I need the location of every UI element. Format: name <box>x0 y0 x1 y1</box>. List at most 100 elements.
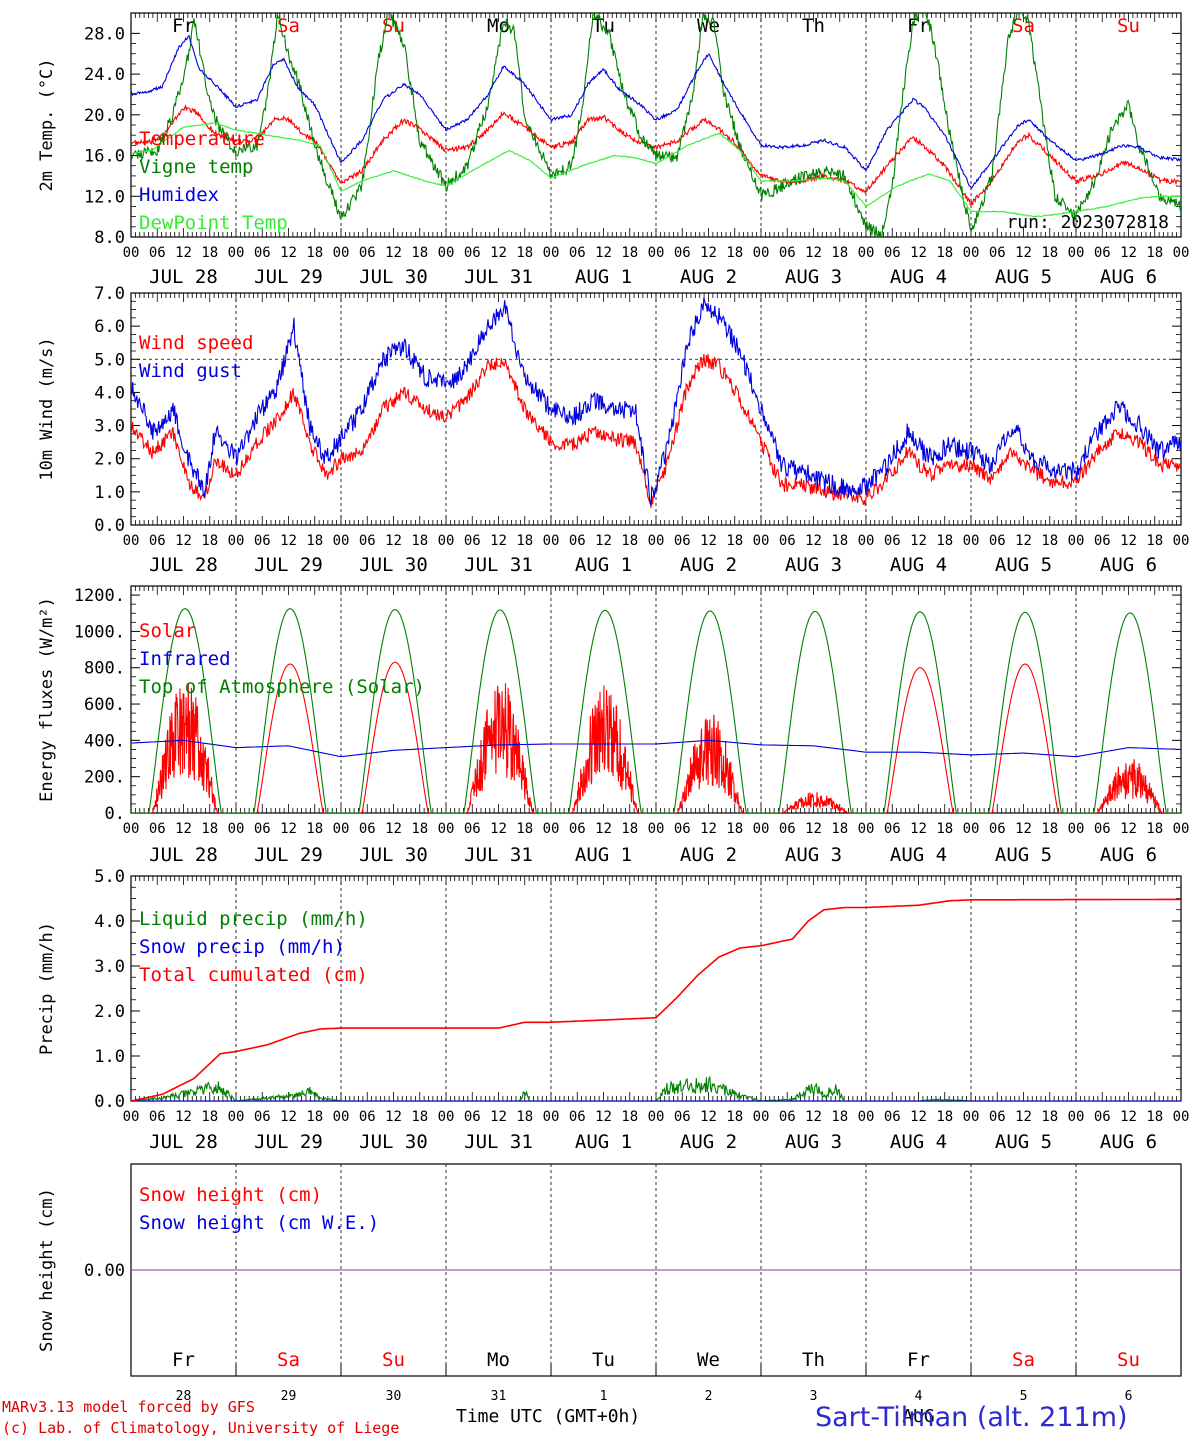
day-label: JUL 29 <box>254 554 323 576</box>
hour-tick-label: 18 <box>726 245 743 261</box>
day-label: JUL 29 <box>254 844 323 866</box>
hour-tick-label: 12 <box>910 245 927 261</box>
hour-tick-label: 00 <box>1068 533 1085 549</box>
y-tick-label: 600. <box>84 695 125 715</box>
hour-tick-label: 06 <box>779 821 796 837</box>
hour-tick-label: 06 <box>1094 245 1111 261</box>
hour-tick-label: 18 <box>831 245 848 261</box>
hour-tick-label: 06 <box>674 245 691 261</box>
hour-tick-label: 00 <box>753 533 770 549</box>
hour-tick-label: 06 <box>1094 821 1111 837</box>
hour-tick-label: 12 <box>175 1109 192 1125</box>
legend-entry: DewPoint Temp <box>139 212 288 234</box>
hour-tick-label: 12 <box>700 821 717 837</box>
hour-tick-label: 12 <box>1120 821 1137 837</box>
panel-precip: 0.0 1.0 2.0 3.0 4.0 5.0 Precip (mm/h) 00 06 12 18 0… <box>37 867 1189 1153</box>
day-label: AUG 3 <box>785 554 842 576</box>
hour-tick-label: 18 <box>516 533 533 549</box>
hour-tick-label: 00 <box>228 533 245 549</box>
hour-tick-label: 00 <box>858 821 875 837</box>
hour-tick-label: 00 <box>1173 821 1190 837</box>
series-line-liquid-precip-mm-h- <box>131 1075 1181 1101</box>
model-credit-line1: MARv3.13 model forced by GFS <box>2 1398 255 1416</box>
hour-tick-label: 18 <box>516 821 533 837</box>
day-number: 28 <box>176 1389 192 1404</box>
hour-tick-label: 12 <box>175 533 192 549</box>
hour-tick-label: 06 <box>569 245 586 261</box>
hour-tick-label: 12 <box>1015 1109 1032 1125</box>
y-tick-label: 1200. <box>74 586 125 606</box>
hour-tick-label: 18 <box>831 533 848 549</box>
hour-tick-label: 00 <box>228 245 245 261</box>
hour-tick-label: 18 <box>936 1109 953 1125</box>
hour-tick-label: 06 <box>464 245 481 261</box>
hour-tick-label: 18 <box>306 1109 323 1125</box>
hour-tick-label: 00 <box>753 245 770 261</box>
day-label: AUG 2 <box>680 266 737 288</box>
hour-tick-label: 18 <box>831 1109 848 1125</box>
weekday-name: Su <box>382 1349 405 1371</box>
day-label: JUL 28 <box>149 1131 218 1153</box>
hour-tick-label: 06 <box>779 245 796 261</box>
y-tick-label: 5.0 <box>94 867 125 887</box>
hour-tick-label: 00 <box>333 821 350 837</box>
hour-tick-label: 12 <box>1015 821 1032 837</box>
series-group <box>131 898 1181 1101</box>
hour-tick-label: 00 <box>1068 245 1085 261</box>
day-label: AUG 5 <box>995 554 1052 576</box>
panel-temperature: 8.0 12.0 16.0 20.0 24.0 28.0 2m Temp. (°C) 00 06… <box>37 12 1189 288</box>
hour-tick-label: 06 <box>359 1109 376 1125</box>
hour-tick-label: 00 <box>438 1109 455 1125</box>
hour-tick-label: 06 <box>149 245 166 261</box>
day-label: JUL 29 <box>254 1131 323 1153</box>
hour-tick-label: 12 <box>385 1109 402 1125</box>
hour-tick-label: 06 <box>149 1109 166 1125</box>
hour-tick-label: 00 <box>333 533 350 549</box>
day-number: 3 <box>810 1389 818 1404</box>
y-tick-label: 1000. <box>74 622 125 642</box>
legend-entry: Total cumulated (cm) <box>139 964 368 986</box>
station-label: Sart-Tilman (alt. 211m) <box>815 1402 1128 1433</box>
day-label: JUL 28 <box>149 844 218 866</box>
hour-ticks <box>130 293 1182 525</box>
hour-tick-label: 06 <box>149 821 166 837</box>
day-label: AUG 4 <box>890 266 947 288</box>
hour-tick-label: 00 <box>123 533 140 549</box>
hour-tick-label: 12 <box>1015 245 1032 261</box>
hour-tick-label: 18 <box>411 1109 428 1125</box>
panel-snow: 0.00 Snow height (cm) Snow height (cm) Snow… <box>37 1163 1182 1427</box>
hour-tick-label: 00 <box>228 1109 245 1125</box>
hour-tick-label: 00 <box>438 821 455 837</box>
day-label: JUL 30 <box>359 844 428 866</box>
day-number: 29 <box>281 1389 297 1404</box>
hour-tick-label: 06 <box>254 245 271 261</box>
day-label: AUG 2 <box>680 554 737 576</box>
hour-tick-label: 06 <box>464 533 481 549</box>
hour-tick-label: 18 <box>726 533 743 549</box>
series-line-humidex <box>131 34 1181 189</box>
hour-ticks <box>130 876 1182 1101</box>
hour-tick-label: 18 <box>1041 821 1058 837</box>
hour-tick-label: 00 <box>648 533 665 549</box>
legend-entry: Vigne temp <box>139 156 253 178</box>
hour-tick-label: 18 <box>201 533 218 549</box>
legend-entry: Wind gust <box>139 360 242 382</box>
y-tick-label: 0. <box>105 804 125 824</box>
y-tick-label: 7.0 <box>94 284 125 304</box>
hour-tick-label: 00 <box>543 245 560 261</box>
y-tick-label: 0.0 <box>94 516 125 536</box>
hour-tick-label: 00 <box>123 1109 140 1125</box>
hour-tick-label: 12 <box>1120 533 1137 549</box>
hour-tick-label: 00 <box>648 821 665 837</box>
x-axis-title: Time UTC (GMT+0h) <box>456 1406 641 1427</box>
hour-tick-label: 12 <box>280 1109 297 1125</box>
day-label: JUL 31 <box>464 554 533 576</box>
series-line-vigne-temp <box>131 13 1181 237</box>
hour-tick-label: 06 <box>569 533 586 549</box>
hour-tick-label: 00 <box>858 245 875 261</box>
hour-tick-label: 00 <box>858 533 875 549</box>
hour-tick-label: 12 <box>385 533 402 549</box>
hour-tick-label: 06 <box>884 821 901 837</box>
day-label: AUG 1 <box>575 844 632 866</box>
weekday-name: Fr <box>907 1349 930 1371</box>
